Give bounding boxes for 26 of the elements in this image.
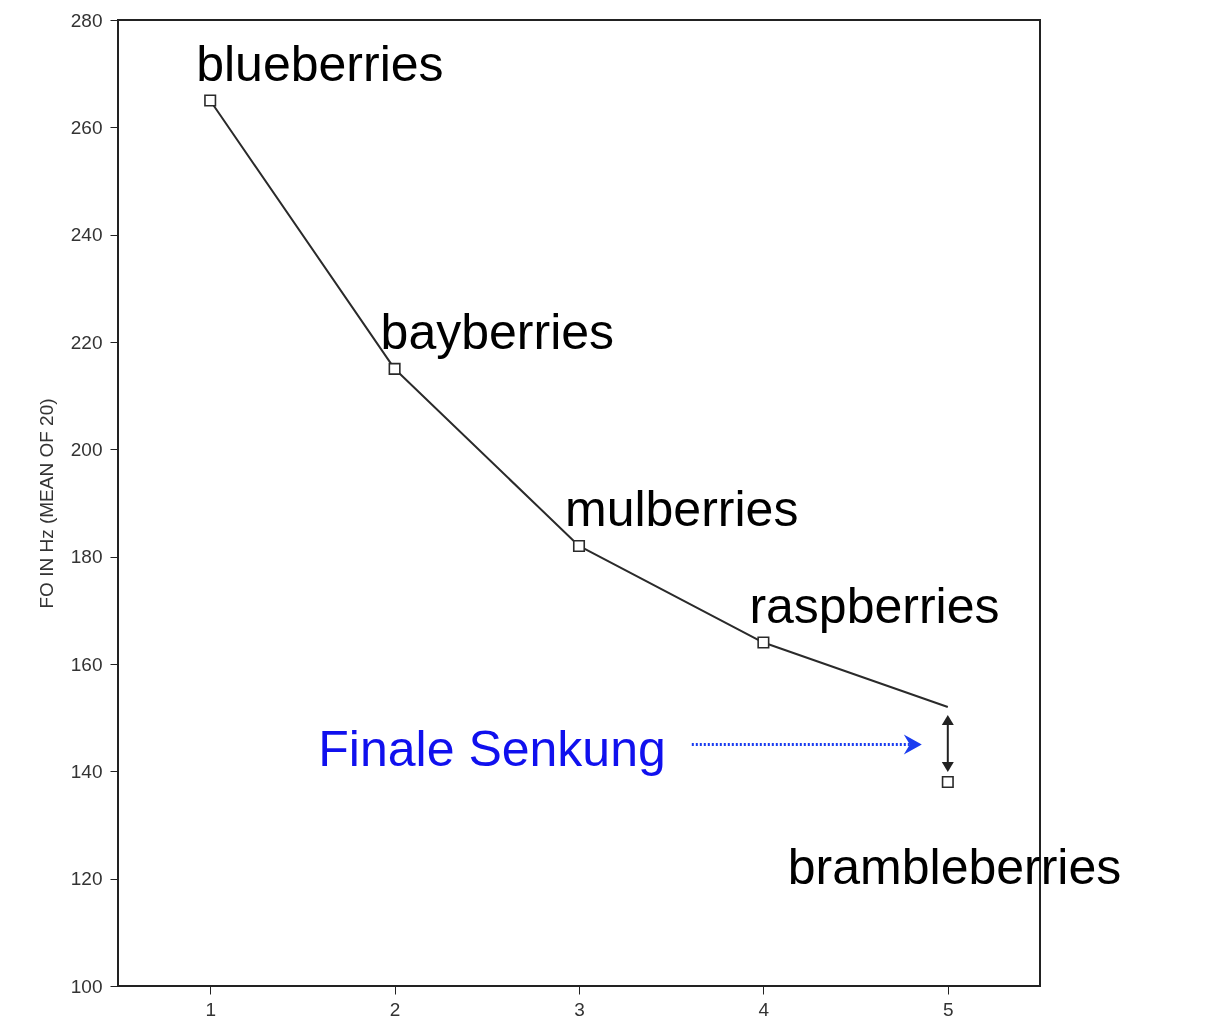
annotation: bayberries xyxy=(380,303,615,360)
annotation: Finale Senkung xyxy=(318,720,666,777)
y-tick-label: 120 xyxy=(70,868,103,890)
point xyxy=(757,636,770,649)
point xyxy=(572,539,586,552)
y-tick-label: 160 xyxy=(70,653,103,675)
y-tick-label: 220 xyxy=(70,331,103,353)
point xyxy=(204,94,217,107)
y-tick-label: 140 xyxy=(70,760,103,782)
x-tick-label: 3 xyxy=(574,998,585,1020)
x-tick-label: 4 xyxy=(758,998,770,1020)
y-axis-title: FO IN Hz (MEAN OF 20) xyxy=(35,398,57,609)
annotation: mulberries xyxy=(565,480,799,537)
y-tick-label: 240 xyxy=(70,224,103,246)
y-tick-label: 180 xyxy=(70,546,103,568)
annotation: raspberries xyxy=(749,577,1000,634)
y-tick-label: 200 xyxy=(70,438,103,460)
point xyxy=(388,362,401,375)
point xyxy=(941,776,954,789)
x-tick-label: 5 xyxy=(943,998,954,1020)
annotation: blueberries xyxy=(196,35,444,92)
y-tick-label: 280 xyxy=(70,9,103,31)
x-tick-label: 1 xyxy=(205,998,216,1020)
y-tick-label: 260 xyxy=(70,116,103,138)
y-tick-label: 100 xyxy=(70,975,103,997)
x-tick-label: 2 xyxy=(389,998,401,1020)
